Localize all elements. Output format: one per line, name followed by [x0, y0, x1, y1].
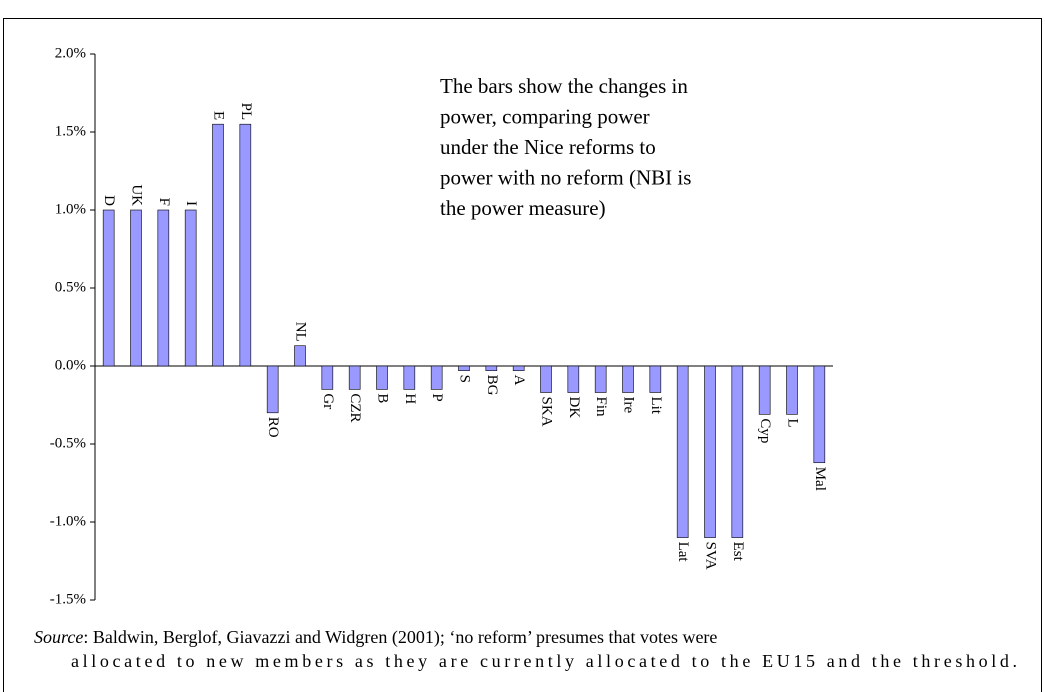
bar: [430, 365, 443, 390]
x-tick-label: H: [402, 393, 418, 404]
bar: [649, 365, 662, 393]
annotation: power, comparing power: [440, 105, 650, 129]
y-tick-label: -1.5%: [50, 591, 86, 607]
x-tick-label: F: [156, 198, 172, 206]
annotation: power with no reform (NBI is: [440, 166, 691, 190]
bar: [376, 365, 388, 390]
bar: [458, 365, 470, 371]
annotation: under the Nice reforms to: [440, 135, 656, 159]
frame: [3, 18, 1042, 692]
x-tick-label: UK: [129, 184, 145, 206]
x-tick-label: Fin: [593, 397, 609, 418]
x-tick-label: I: [183, 201, 199, 206]
source-line: allocated to new members as they are cur…: [71, 651, 1017, 671]
annotation: the power measure): [440, 196, 606, 220]
bar: [758, 365, 771, 415]
source-line: : Baldwin, Berglof, Giavazzi and Widgren…: [83, 627, 717, 648]
bar: [239, 123, 252, 367]
bar: [622, 365, 634, 393]
bar: [594, 365, 607, 393]
bar: [676, 365, 689, 538]
bar: [321, 365, 334, 390]
x-tick-label: DK: [566, 397, 582, 419]
x-tick-label: L: [785, 418, 801, 427]
bar: [212, 123, 224, 367]
source-label: Source: [34, 627, 83, 647]
x-tick-label: BG: [484, 375, 500, 396]
x-tick-label: SVA: [703, 542, 719, 570]
bar: [266, 365, 279, 414]
bar: [102, 209, 115, 367]
annotation: The bars show the changes in: [440, 74, 688, 98]
bar: [540, 365, 552, 393]
x-tick-label: Mal: [812, 467, 828, 491]
y-tick-label: 1.0%: [55, 201, 86, 217]
y-tick-label: 2.0%: [55, 45, 86, 61]
bar: [704, 365, 716, 538]
x-tick-label: S: [457, 375, 473, 383]
x-tick-label: SKA: [539, 397, 555, 427]
x-tick-label: Gr: [320, 393, 336, 409]
x-tick-label: NL: [293, 322, 309, 342]
bar: [130, 209, 142, 367]
bar: [786, 365, 798, 415]
bar: [348, 365, 361, 390]
bar: [567, 365, 580, 393]
x-tick-label: D: [101, 195, 117, 206]
x-tick-label: B: [375, 393, 391, 403]
bar: [813, 365, 826, 464]
x-tick-label: A: [511, 375, 527, 386]
bar: [731, 365, 744, 538]
source: Source: Baldwin, Berglof, Giavazzi and W…: [34, 627, 717, 648]
y-tick-label: 1.5%: [55, 123, 86, 139]
x-tick-label: Cyp: [757, 418, 773, 443]
y-tick-label: 0.0%: [55, 357, 86, 373]
y-tick-label: 0.5%: [55, 279, 86, 295]
bar: [485, 365, 498, 371]
bar: [184, 209, 197, 367]
x-tick-label: CZR: [347, 393, 363, 422]
x-tick-label: PL: [238, 103, 254, 121]
bar: [512, 365, 525, 371]
y-tick-label: -1.0%: [50, 513, 86, 529]
x-tick-label: Ire: [621, 397, 637, 414]
x-tick-label: RO: [265, 417, 281, 438]
y-tick-label: -0.5%: [50, 435, 86, 451]
bar: [403, 365, 416, 390]
x-tick-label: P: [429, 393, 445, 401]
x-tick-label: Est: [730, 542, 746, 562]
bar: [294, 345, 306, 367]
bar: [157, 209, 170, 367]
x-tick-label: Lit: [648, 397, 664, 415]
x-tick-label: E: [211, 111, 227, 120]
x-tick-label: Lat: [675, 542, 691, 563]
